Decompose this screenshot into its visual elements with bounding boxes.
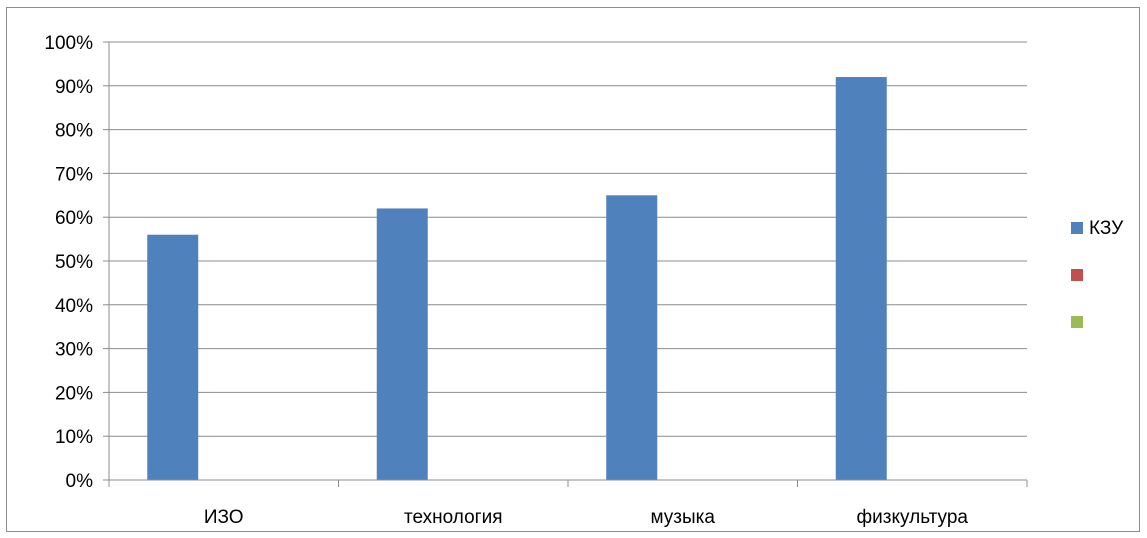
legend-swatch [1071, 316, 1083, 328]
y-tick-label: 100% [44, 33, 93, 54]
y-tick-label: 90% [55, 77, 93, 98]
bar [835, 77, 887, 480]
y-tick-label: 40% [55, 296, 93, 317]
bar [606, 195, 658, 481]
x-tick-label: ИЗО [204, 507, 244, 528]
y-axis-tick-labels: 0% 10% 20% 30% 40% 50% 60% 70% 80% 90% 100% [44, 33, 93, 492]
x-axis-tick-labels: ИЗО технология музыка физкультура [204, 507, 968, 528]
axes [103, 41, 1028, 487]
x-tick-label: технология [404, 507, 502, 528]
y-tick-label: 80% [55, 121, 93, 142]
bar [147, 234, 199, 480]
legend-swatch [1071, 222, 1083, 234]
legend: КЗУ [1071, 218, 1124, 328]
y-tick-label: 0% [66, 471, 94, 492]
legend-swatch [1071, 269, 1083, 281]
y-tick-label: 60% [55, 208, 93, 229]
legend-label: КЗУ [1089, 218, 1124, 239]
bar [376, 208, 428, 480]
bars [147, 77, 887, 481]
x-tick-label: музыка [651, 507, 716, 528]
gridlines [109, 41, 1027, 437]
y-tick-label: 70% [55, 164, 93, 185]
y-tick-label: 50% [55, 252, 93, 273]
y-tick-label: 20% [55, 383, 93, 404]
x-tick-label: физкультура [857, 507, 969, 528]
y-tick-label: 10% [55, 427, 93, 448]
y-tick-label: 30% [55, 340, 93, 361]
